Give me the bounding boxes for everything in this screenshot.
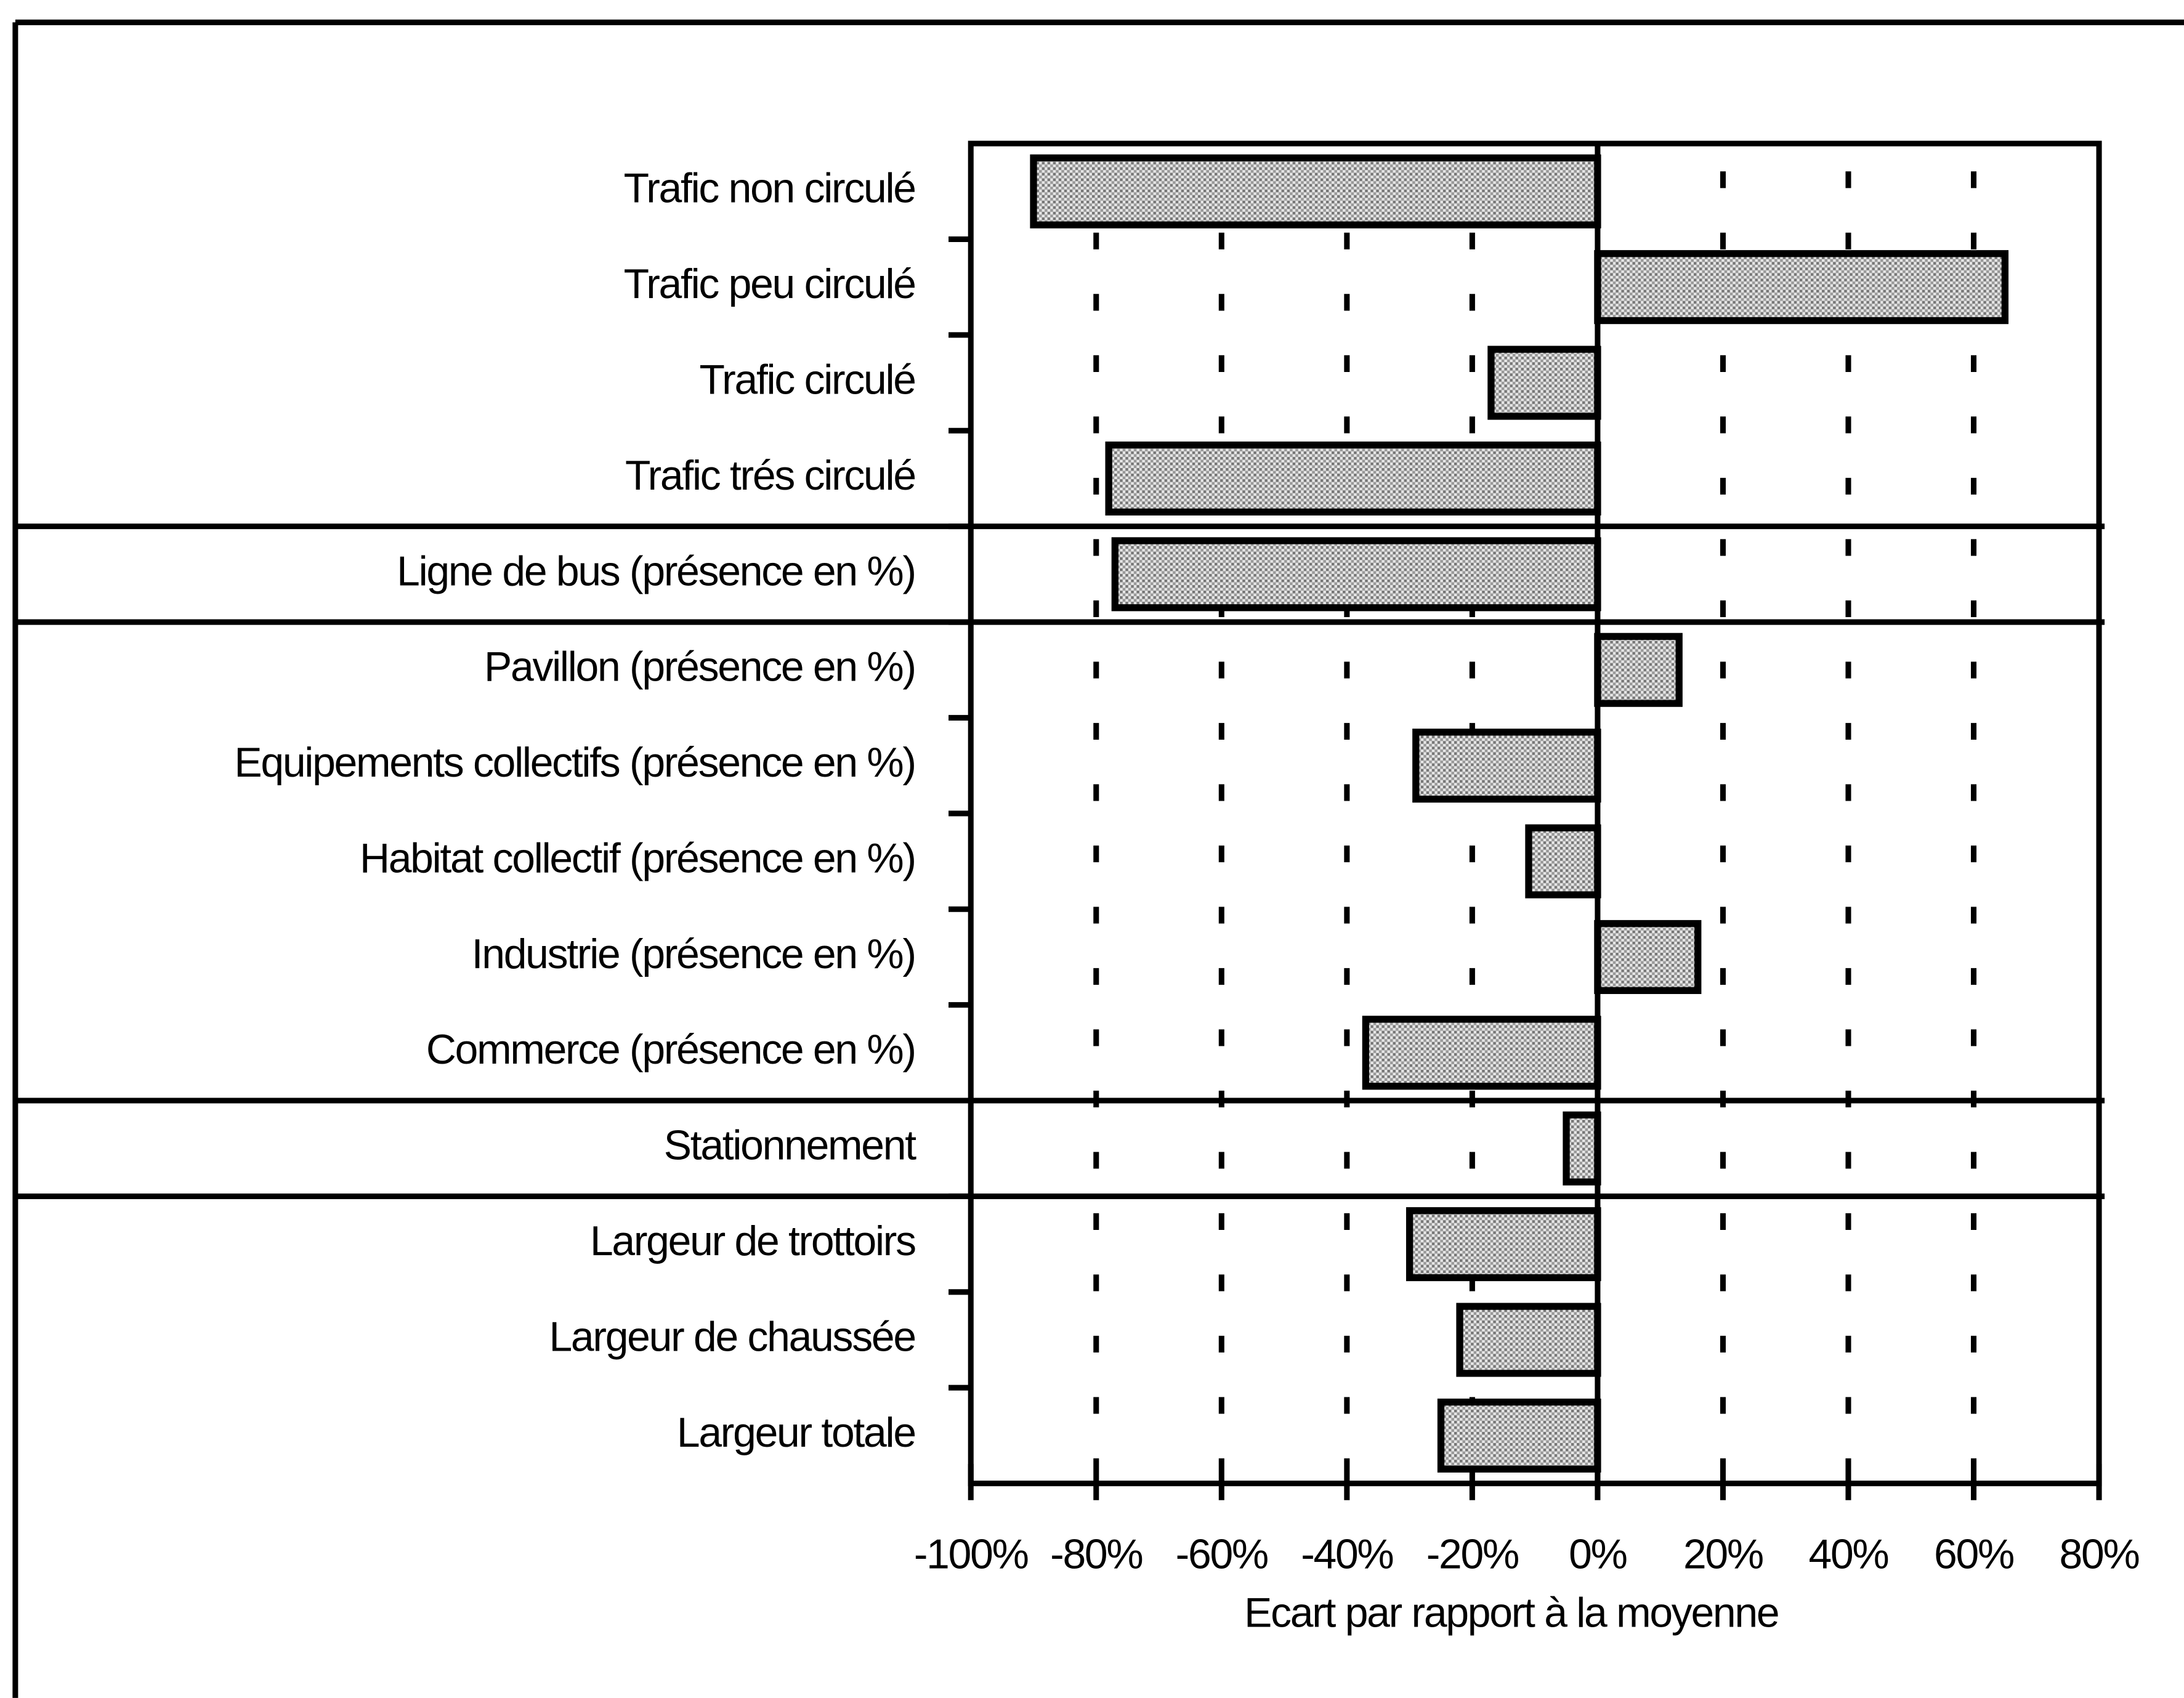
x-tick-label: 0% [1569,1531,1627,1577]
x-tick-label: 40% [1808,1531,1888,1577]
x-tick-label: -100% [914,1531,1028,1577]
bar [1362,1016,1601,1090]
bar [1594,250,2009,325]
y-tick-label: Largeur de trottoirs [590,1218,915,1264]
y-tick-label: Trafic non circulé [624,166,915,212]
y-tick-label: Ligne de bus (présence en %) [397,548,915,594]
bar [1405,1207,1601,1282]
x-tick-label: -60% [1176,1531,1268,1577]
bar [1105,441,1601,515]
y-tick-label: Pavillon (présence en %) [484,644,915,690]
bar [1412,729,1601,803]
x-tick-label: 80% [2060,1531,2139,1577]
bar [1437,1398,1601,1473]
y-tick-label: Largeur totale [677,1410,915,1456]
bar [1563,1111,1601,1186]
bar [1111,537,1601,612]
y-tick-label: Largeur de chaussée [549,1314,915,1360]
x-tick-label: -40% [1301,1531,1393,1577]
bar [1594,633,1683,707]
y-tick-label: Trafic circulé [700,357,915,403]
y-tick-label: Trafic peu circulé [624,261,915,307]
bar [1030,154,1601,228]
bar [1456,1303,1601,1377]
x-tick-label: 60% [1934,1531,2013,1577]
bar [1594,920,1702,994]
bar [1525,824,1601,899]
x-tick-label: 20% [1683,1531,1763,1577]
y-tick-label: Stationnement [664,1123,916,1169]
x-tick-label: -20% [1426,1531,1518,1577]
y-tick-label: Trafic trés circulé [625,453,915,499]
x-tick-label: -80% [1050,1531,1142,1577]
y-tick-label: Habitat collectif (présence en %) [360,835,915,881]
y-tick-label: Equipements collectifs (présence en %) [234,740,915,786]
y-tick-label: Industrie (présence en %) [472,931,915,977]
bar [1487,346,1601,420]
x-axis-label: Ecart par rapport à la moyenne [1244,1590,1778,1636]
y-tick-label: Commerce (présence en %) [426,1027,915,1073]
